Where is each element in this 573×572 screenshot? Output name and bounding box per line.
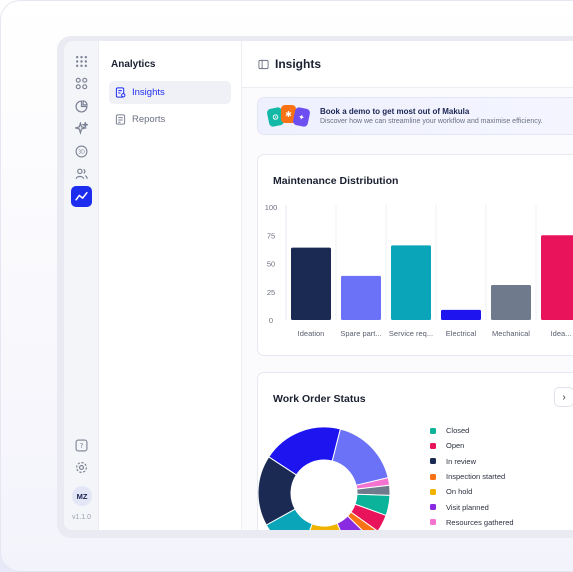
avatar[interactable]: MZ <box>72 486 92 506</box>
reports-icon <box>115 114 126 125</box>
donut-slice[interactable] <box>331 428 389 486</box>
apps-icon[interactable] <box>71 51 91 71</box>
donut-slice[interactable] <box>300 522 350 530</box>
legend-item: Closed <box>430 423 514 438</box>
sparkle-icon: ✦ <box>292 106 311 128</box>
settings-icon[interactable] <box>71 457 91 477</box>
pie-chart-icon[interactable] <box>71 96 91 116</box>
subnav-title: Analytics <box>111 59 156 70</box>
x-tick-label: Idea... <box>551 329 572 338</box>
maintenance-distribution-card: Maintenance Distribution 0 25 50 75 100 Ideat… <box>257 154 573 356</box>
bar[interactable] <box>541 235 573 320</box>
donut-slice[interactable] <box>268 426 341 476</box>
3d-icon[interactable]: 3D <box>71 141 91 161</box>
chevron-right-icon: › <box>562 391 566 403</box>
x-tick-label: Mechanical <box>492 329 530 338</box>
app-version: v1.1.0 <box>71 514 92 521</box>
x-tick-label: Electrical <box>446 329 477 338</box>
bar[interactable] <box>391 245 431 320</box>
legend-item: Resources gathered <box>430 515 514 530</box>
work-order-donut-chart <box>258 426 391 530</box>
topbar: Insights <box>242 41 573 88</box>
demo-banner[interactable]: ⚙ ✱ ✦ Book a demo to get most out of Mak… <box>257 97 573 135</box>
legend-label: On hold <box>446 487 473 497</box>
y-tick-label: 25 <box>267 288 275 297</box>
banner-illustration: ⚙ ✱ ✦ <box>266 105 312 128</box>
svg-text:?: ? <box>79 441 83 450</box>
sparkle-icon[interactable] <box>71 118 91 138</box>
legend-swatch <box>430 488 436 495</box>
y-tick-label: 75 <box>267 231 275 240</box>
legend-label: Inspection started <box>446 472 506 482</box>
legend-item: On hold <box>430 484 514 499</box>
analytics-subnav: Analytics Insights Reports <box>99 41 242 530</box>
y-tick-label: 0 <box>269 316 273 325</box>
y-tick-label: 100 <box>265 203 278 212</box>
work-order-status-card: Work Order Status › Closed Open In review I… <box>257 372 573 530</box>
banner-subtitle: Discover how we can streamline your work… <box>320 118 543 125</box>
banner-title: Book a demo to get most out of Makula <box>320 107 470 116</box>
legend-swatch <box>430 504 436 511</box>
y-tick-label: 50 <box>267 260 275 269</box>
x-tick-label: Service req... <box>389 329 433 338</box>
analytics-icon[interactable] <box>71 186 92 207</box>
legend-swatch <box>430 473 436 480</box>
card-title: Work Order Status <box>273 393 366 405</box>
sidebar-toggle-icon[interactable] <box>258 59 269 70</box>
subnav-item-insights[interactable]: Insights <box>109 81 231 104</box>
legend-label: Closed <box>446 426 470 436</box>
help-icon[interactable]: ? <box>71 435 91 455</box>
bar[interactable] <box>341 275 381 320</box>
expand-button[interactable]: › <box>554 387 573 407</box>
legend-label: In review <box>446 456 477 466</box>
legend-swatch <box>430 427 436 434</box>
x-tick-label: Ideation <box>298 329 325 338</box>
x-tick-label: Spare part... <box>340 329 381 338</box>
users-icon[interactable] <box>71 163 91 183</box>
app-window: 3D ? MZ v1.1.0 Analytics Insights Report… <box>64 41 573 530</box>
workflow-icon[interactable] <box>71 73 91 93</box>
legend-swatch <box>430 442 436 449</box>
legend-label: Open <box>446 441 465 451</box>
card-title: Maintenance Distribution <box>273 175 399 187</box>
maintenance-bar-chart: 0 25 50 75 100 Ideation Spare part... Service r… <box>265 203 573 338</box>
legend-item: Visit planned <box>430 499 514 514</box>
subnav-item-label: Insights <box>132 87 165 98</box>
page-title: Insights <box>275 57 322 71</box>
subnav-item-label: Reports <box>132 114 166 125</box>
bar[interactable] <box>491 284 531 320</box>
subnav-item-reports[interactable]: Reports <box>109 108 231 131</box>
legend-item: Inspection started <box>430 469 514 484</box>
legend-swatch <box>430 458 436 465</box>
main-content: Insights ⚙ ✱ ✦ Book a demo to get most o… <box>242 41 573 530</box>
legend-item: Open <box>430 438 514 453</box>
insights-icon <box>115 87 126 98</box>
work-order-legend: Closed Open In review Inspection started On … <box>430 423 514 530</box>
legend-label: Visit planned <box>446 502 489 512</box>
legend-label: Resources gathered <box>446 517 514 527</box>
svg-text:3D: 3D <box>78 149 85 155</box>
icon-rail: 3D ? MZ v1.1.0 <box>64 41 99 530</box>
bar[interactable] <box>291 247 331 320</box>
legend-swatch <box>430 519 436 526</box>
asset-icon: ✱ <box>281 105 296 123</box>
legend-item: In review <box>430 454 514 469</box>
bar[interactable] <box>441 309 481 320</box>
